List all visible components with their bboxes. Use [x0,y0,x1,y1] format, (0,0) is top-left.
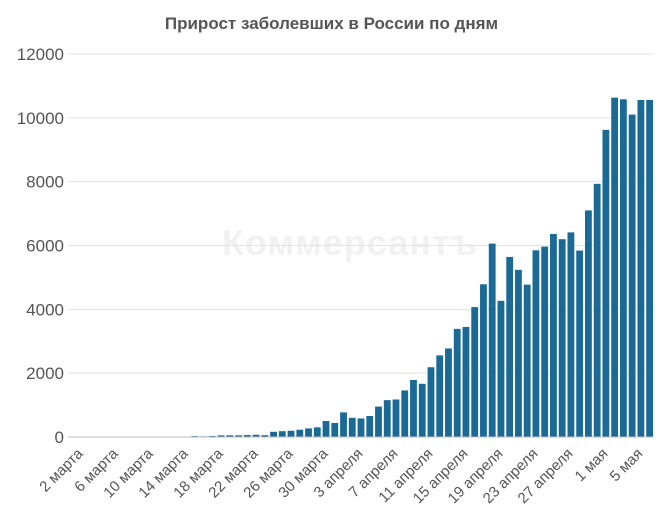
bar [541,246,549,437]
bar [296,429,304,437]
bar [322,421,330,437]
bar [628,114,636,437]
watermark: Коммерсантъ [222,222,478,263]
bar [611,97,619,437]
y-tick-label: 10000 [17,109,64,128]
bar [584,210,592,437]
y-axis: 0 2000 4000 6000 8000 10000 12000 [17,45,64,447]
bar [471,307,479,437]
bar [348,417,356,437]
bar [383,400,391,437]
bar [515,269,522,437]
bar [208,435,216,437]
y-tick-label: 0 [55,428,64,447]
bar [270,431,277,437]
y-tick-label: 4000 [26,300,64,319]
y-tick-label: 2000 [26,364,64,383]
bar [331,422,339,437]
bar [366,416,374,437]
bar [313,427,321,437]
bar [550,233,557,437]
bar [453,328,461,437]
bar [392,399,400,437]
bar [619,99,627,437]
bar [401,390,409,437]
chart-title: Прирост заболевших в России по дням [164,14,499,33]
bar [558,239,566,437]
bar [506,256,514,437]
bar [436,355,444,437]
x-tick-label: 5 мая [607,445,647,485]
bar [602,129,610,437]
bar [445,348,452,437]
bar [523,284,531,437]
gridlines [68,53,654,374]
bar [462,326,470,437]
bar [340,412,347,437]
bar [252,434,260,437]
bar [646,99,654,438]
bar [480,284,487,437]
bar [567,232,575,437]
bar [243,435,251,437]
y-tick-label: 12000 [17,45,64,64]
bar [287,430,295,437]
bar [497,300,505,437]
bar [576,250,584,437]
bar [305,428,312,437]
bar [637,99,645,438]
bar [375,406,382,437]
bar [261,435,269,437]
bar [418,383,426,437]
bar [278,431,286,437]
x-tick-label: 1 мая [572,445,612,485]
bar [226,435,234,437]
bar [410,380,417,437]
bar [532,250,540,437]
bar [235,435,242,437]
y-tick-label: 8000 [26,173,64,192]
bar [427,367,435,437]
bar [593,183,601,437]
bar [357,418,365,437]
bar [488,243,496,437]
bar [217,435,225,437]
bars [68,97,654,438]
y-tick-label: 6000 [26,237,64,256]
